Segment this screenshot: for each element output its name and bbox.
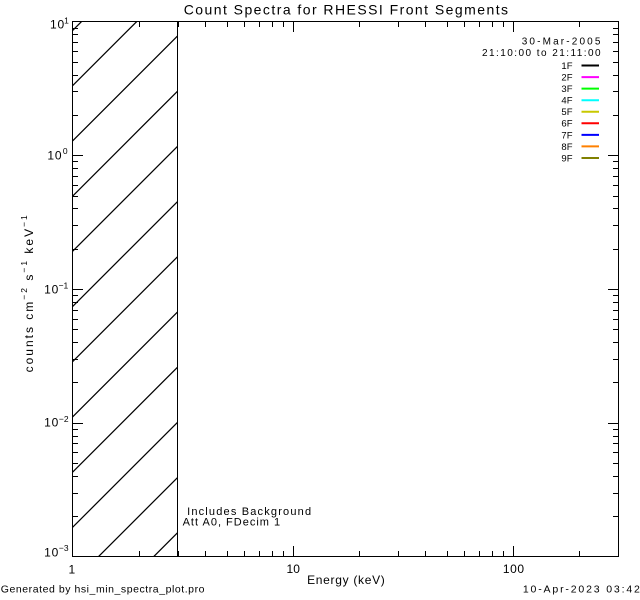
svg-text:5F: 5F xyxy=(561,107,572,118)
svg-text:Energy (keV): Energy (keV) xyxy=(307,573,385,587)
svg-text:10: 10 xyxy=(44,283,59,297)
svg-text:21:10:00 to 21:11:00: 21:10:00 to 21:11:00 xyxy=(482,48,602,59)
svg-text:9F: 9F xyxy=(561,153,572,164)
svg-text:0: 0 xyxy=(63,146,68,156)
svg-text:30-Mar-2005: 30-Mar-2005 xyxy=(522,36,603,47)
svg-text:2F: 2F xyxy=(561,72,572,83)
svg-text:1: 1 xyxy=(64,16,69,26)
svg-text:Count Spectra for RHESSI Front: Count Spectra for RHESSI Front Segments xyxy=(184,2,510,18)
svg-text:10: 10 xyxy=(287,562,301,576)
svg-text:4F: 4F xyxy=(561,96,572,107)
svg-text:10: 10 xyxy=(44,416,59,430)
svg-text:−3: −3 xyxy=(59,543,69,553)
svg-text:10: 10 xyxy=(44,546,59,560)
svg-text:7F: 7F xyxy=(561,130,572,141)
svg-text:3F: 3F xyxy=(561,84,572,95)
svg-text:8F: 8F xyxy=(561,142,572,153)
svg-text:1F: 1F xyxy=(561,61,572,72)
svg-text:Generated by hsi_min_spectra_p: Generated by hsi_min_spectra_plot.pro xyxy=(1,584,205,596)
svg-text:Includes Background: Includes Background xyxy=(187,506,312,518)
svg-text:−2: −2 xyxy=(59,414,69,424)
svg-text:10: 10 xyxy=(50,18,65,32)
svg-text:10: 10 xyxy=(47,149,62,163)
svg-text:counts cm−2 s−1 keV−1: counts cm−2 s−1 keV−1 xyxy=(19,213,36,372)
svg-text:1: 1 xyxy=(68,562,75,576)
svg-text:−1: −1 xyxy=(59,280,69,290)
svg-text:Att A0, FDecim 1: Att A0, FDecim 1 xyxy=(183,516,282,528)
svg-text:6F: 6F xyxy=(561,119,572,130)
svg-text:10-Apr-2023 03:42: 10-Apr-2023 03:42 xyxy=(523,583,640,595)
svg-text:100: 100 xyxy=(503,562,525,576)
